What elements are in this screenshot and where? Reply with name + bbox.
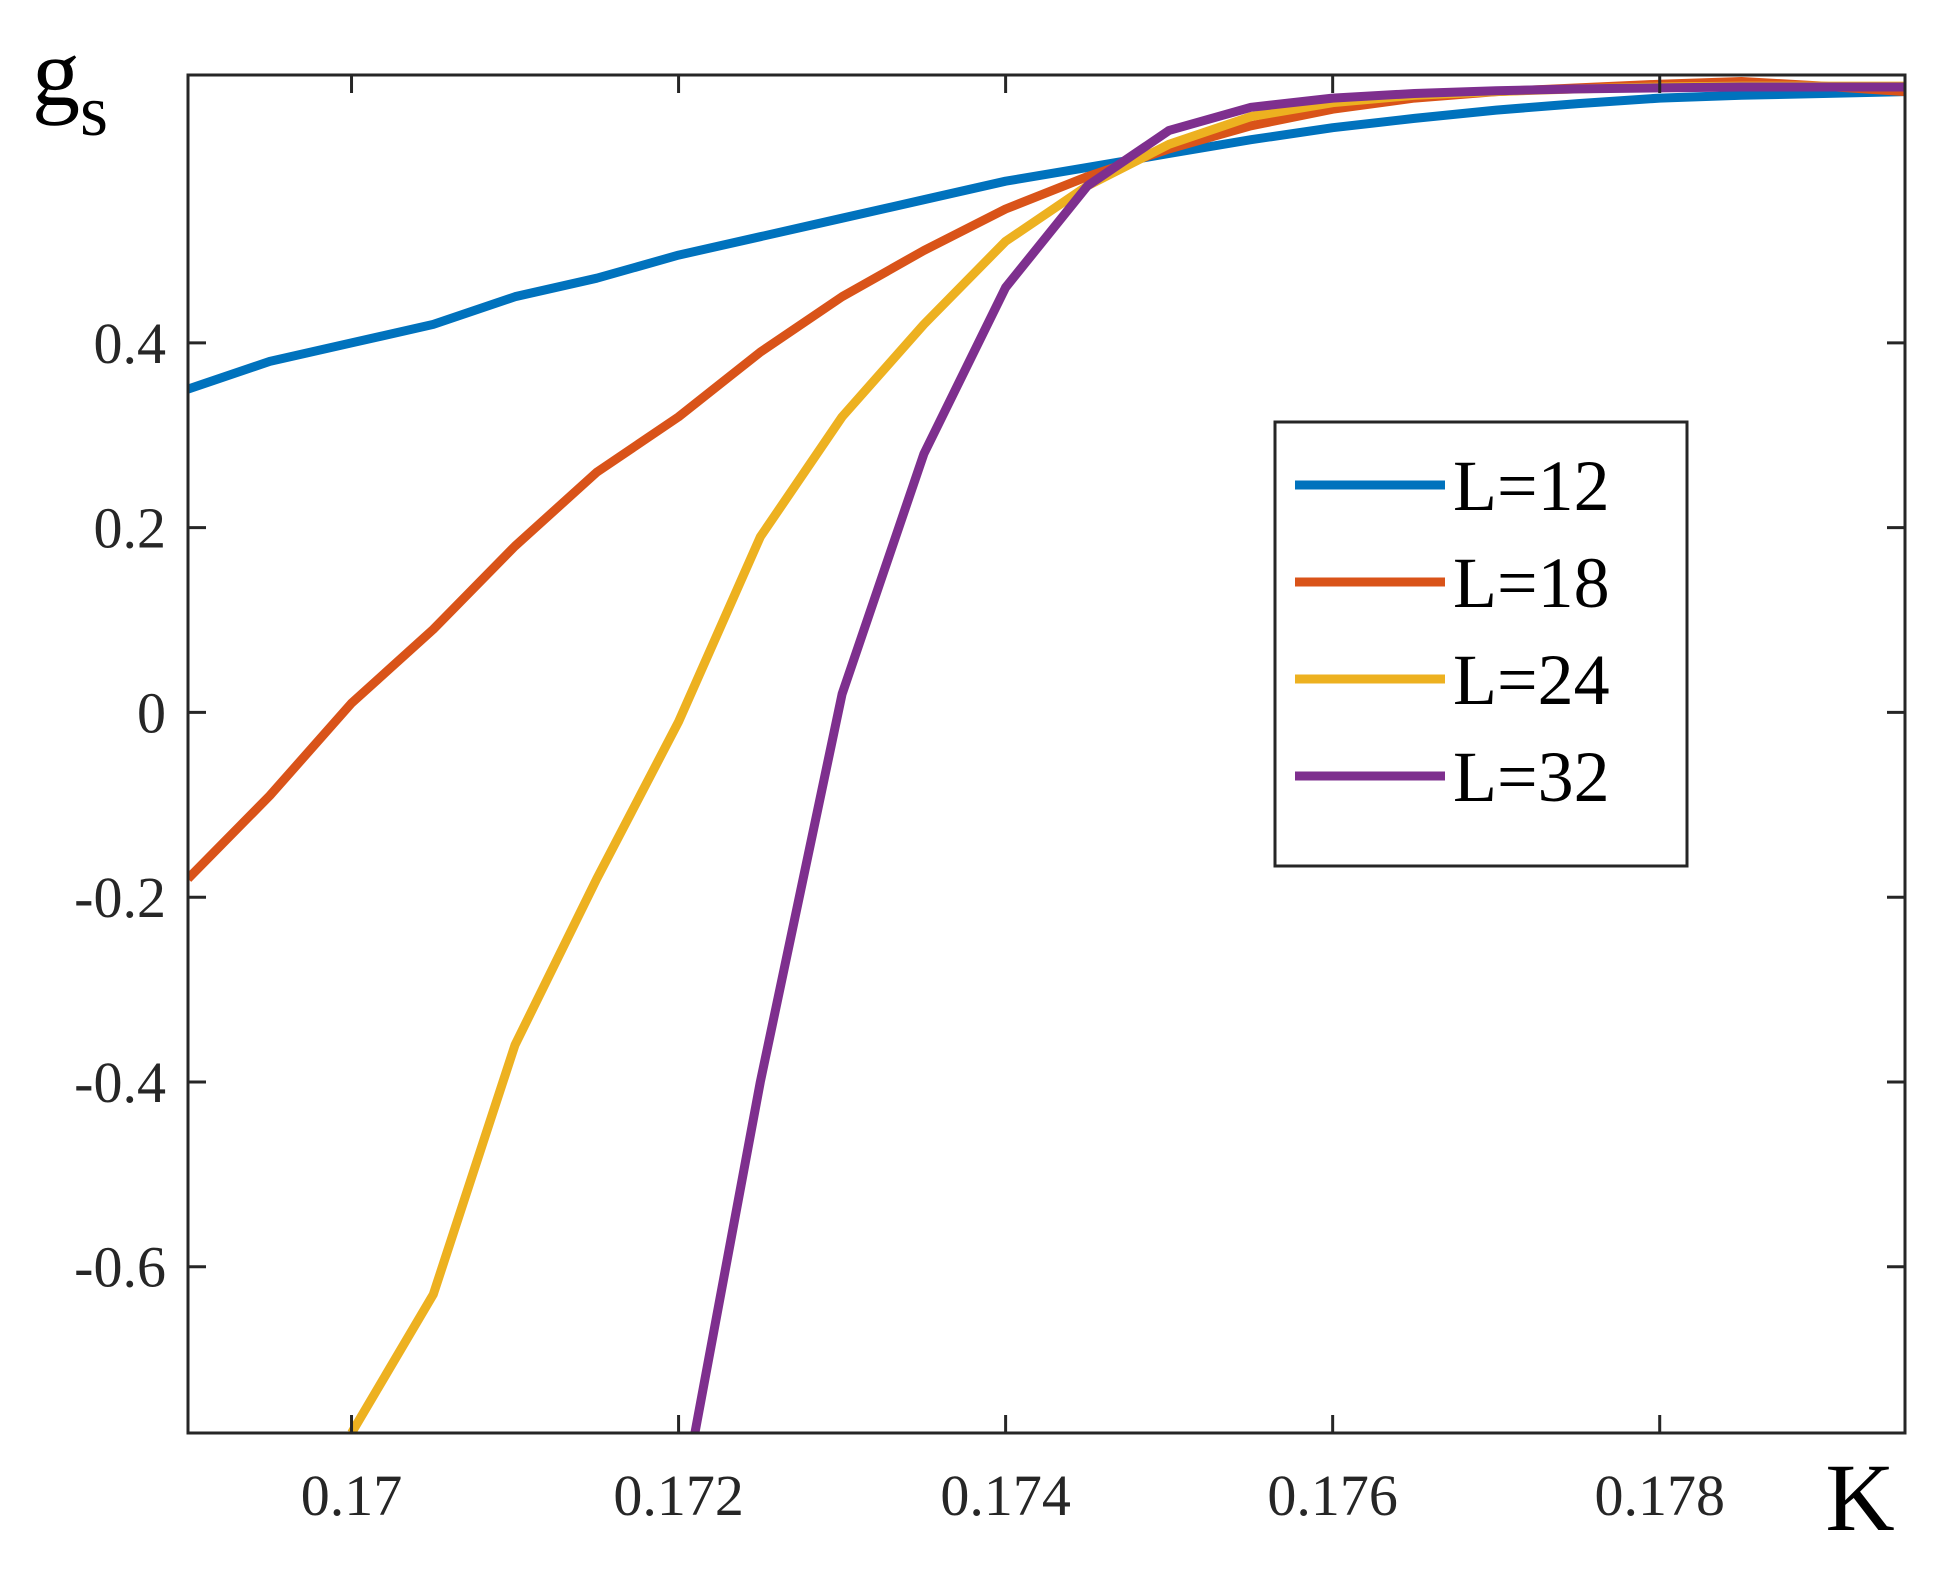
- y-axis-label-subscript: s: [80, 71, 108, 151]
- x-tick-label: 0.172: [613, 1463, 744, 1528]
- tick-layer: [188, 75, 1905, 1433]
- legend-label: L=32: [1453, 737, 1610, 817]
- legend-label: L=12: [1453, 446, 1610, 526]
- x-tick-label: 0.174: [940, 1463, 1071, 1528]
- series-layer: [188, 77, 1905, 1433]
- x-tick-label: 0.17: [301, 1463, 403, 1528]
- series-line-l-32: [690, 82, 1905, 1433]
- legend-label: L=24: [1453, 640, 1610, 720]
- x-tick-label: 0.176: [1267, 1463, 1398, 1528]
- plot-frame: [186, 73, 1907, 1435]
- legend: L=12 L=18 L=24 L=32: [1273, 420, 1689, 868]
- y-axis-label: gs: [32, 19, 108, 151]
- y-axis-label-main: g: [32, 19, 80, 126]
- y-tick-label: 0.2: [94, 496, 167, 561]
- legend-box: [1273, 420, 1689, 868]
- y-tick-label: -0.4: [74, 1050, 166, 1115]
- series-line-l-12: [188, 87, 1905, 394]
- legend-label: L=18: [1453, 543, 1610, 623]
- y-tick-label: -0.6: [74, 1235, 166, 1300]
- y-tick-label: 0.4: [94, 311, 167, 376]
- x-axis-label: K: [1825, 1444, 1894, 1551]
- y-tick-label: -0.2: [74, 865, 166, 930]
- x-tick-label: 0.178: [1594, 1463, 1725, 1528]
- y-tick-label: 0: [137, 680, 166, 745]
- label-layer: 0.17 0.172 0.174 0.176 0.178 -0.6 -0.4 -0.2 0 0.2…: [74, 311, 1725, 1528]
